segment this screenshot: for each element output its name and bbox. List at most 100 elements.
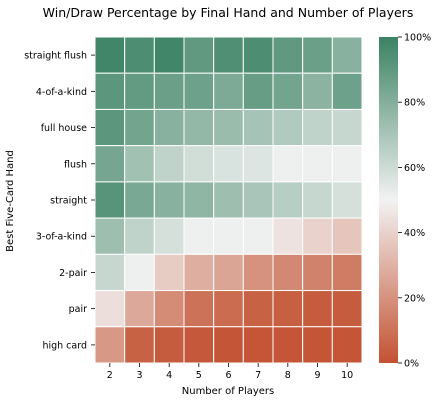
- heatmap-cell: [213, 217, 244, 255]
- x-tick-label: 7: [255, 370, 261, 381]
- y-tick-label: high card: [42, 340, 87, 351]
- y-tick-label: full house: [41, 123, 87, 134]
- heatmap-cell: [242, 326, 274, 364]
- heatmap-cell: [213, 108, 244, 147]
- heatmap-cell: [331, 253, 363, 292]
- heatmap-cell: [94, 145, 126, 183]
- heatmap-cell: [153, 108, 185, 147]
- heatmap-cell: [302, 217, 333, 255]
- y-tick-label: pair: [69, 304, 87, 315]
- heatmap-cell: [153, 72, 185, 110]
- heatmap-cell: [242, 36, 274, 74]
- heatmap-cell: [242, 145, 274, 183]
- heatmap-cell: [153, 181, 185, 219]
- heatmap-cell: [153, 253, 185, 292]
- heatmap-cell: [213, 326, 244, 364]
- heatmap-cell: [272, 290, 304, 328]
- colorbar: [379, 37, 398, 363]
- y-tick-label: flush: [64, 159, 87, 170]
- heatmap-cell: [124, 36, 155, 74]
- heatmap-cell: [183, 181, 215, 219]
- y-tick-label: 3-of-a-kind: [36, 232, 87, 243]
- heatmap-cell: [242, 72, 274, 110]
- colorbar-tick-label: 80%: [404, 98, 425, 109]
- heatmap-cell: [153, 145, 185, 183]
- x-tick-label: 6: [225, 370, 231, 381]
- heatmap-cell: [242, 108, 274, 147]
- x-tick-label: 3: [136, 370, 142, 381]
- x-axis-label: Number of Players: [182, 386, 275, 397]
- heatmap-cell: [183, 217, 215, 255]
- heatmap-cell: [183, 253, 215, 292]
- heatmap-cell: [302, 326, 333, 364]
- heatmap-cell: [272, 326, 304, 364]
- heatmap-cell: [213, 253, 244, 292]
- heatmap-cell: [124, 326, 155, 364]
- heatmap-cell: [331, 145, 363, 183]
- heatmap-cell: [124, 217, 155, 255]
- heatmap-cell: [272, 108, 304, 147]
- heatmap-cell: [272, 145, 304, 183]
- x-tick-label: 10: [341, 370, 353, 381]
- heatmap-cell: [94, 181, 126, 219]
- y-tick-labels: straight flush 4-of-a-kind full house flush…: [24, 51, 95, 351]
- heatmap-cell: [183, 326, 215, 364]
- heatmap-cell: [153, 217, 185, 255]
- heatmap-cell: [153, 290, 185, 328]
- heatmap-cell: [302, 290, 333, 328]
- heatmap-cell: [94, 290, 126, 328]
- heatmap-cell: [272, 253, 304, 292]
- heatmap-cell: [242, 290, 274, 328]
- heatmap-cell: [331, 181, 363, 219]
- heatmap-cell: [124, 72, 155, 110]
- heatmap-cells: [94, 36, 363, 364]
- heatmap-cell: [183, 290, 215, 328]
- colorbar-tick-label: 20%: [404, 293, 425, 304]
- heatmap-cell: [302, 108, 333, 147]
- y-tick-label: straight: [50, 196, 87, 207]
- heatmap-cell: [331, 326, 363, 364]
- heatmap-cell: [302, 36, 333, 74]
- heatmap-cell: [331, 72, 363, 110]
- x-tick-label: 2: [107, 370, 113, 381]
- colorbar-tick-label: 40%: [404, 228, 425, 239]
- heatmap-cell: [183, 145, 215, 183]
- heatmap-cell: [183, 108, 215, 147]
- heatmap-cell: [213, 72, 244, 110]
- heatmap-cell: [124, 181, 155, 219]
- heatmap-cell: [153, 326, 185, 364]
- heatmap-cell: [331, 290, 363, 328]
- heatmap-cell: [302, 145, 333, 183]
- heatmap-cell: [94, 108, 126, 147]
- heatmap-cell: [213, 36, 244, 74]
- heatmap-cell: [94, 326, 126, 364]
- x-tick-label: 4: [166, 370, 172, 381]
- heatmap-cell: [124, 108, 155, 147]
- heatmap-cell: [183, 36, 215, 74]
- heatmap-cell: [213, 290, 244, 328]
- heatmap-cell: [272, 217, 304, 255]
- x-tick-label: 5: [196, 370, 202, 381]
- heatmap-cell: [94, 72, 126, 110]
- y-tick-label: 4-of-a-kind: [36, 87, 87, 98]
- colorbar-tick-label: 100%: [404, 33, 431, 44]
- heatmap-cell: [272, 72, 304, 110]
- heatmap-cell: [94, 36, 126, 74]
- chart-title: Win/Draw Percentage by Final Hand and Nu…: [43, 5, 414, 20]
- heatmap-cell: [331, 36, 363, 74]
- x-tick-labels: 2 3 4 5 6 7 8 9 10: [107, 363, 353, 381]
- heatmap-cell: [302, 72, 333, 110]
- heatmap-cell: [242, 181, 274, 219]
- heatmap-cell: [242, 217, 274, 255]
- heatmap-cell: [94, 253, 126, 292]
- y-tick-label: 2-pair: [59, 268, 87, 279]
- x-tick-label: 9: [314, 370, 320, 381]
- heatmap-cell: [124, 290, 155, 328]
- heatmap-cell: [124, 253, 155, 292]
- heatmap-cell: [331, 108, 363, 147]
- y-tick-label: straight flush: [24, 51, 87, 62]
- heatmap-cell: [302, 181, 333, 219]
- x-tick-label: 8: [285, 370, 291, 381]
